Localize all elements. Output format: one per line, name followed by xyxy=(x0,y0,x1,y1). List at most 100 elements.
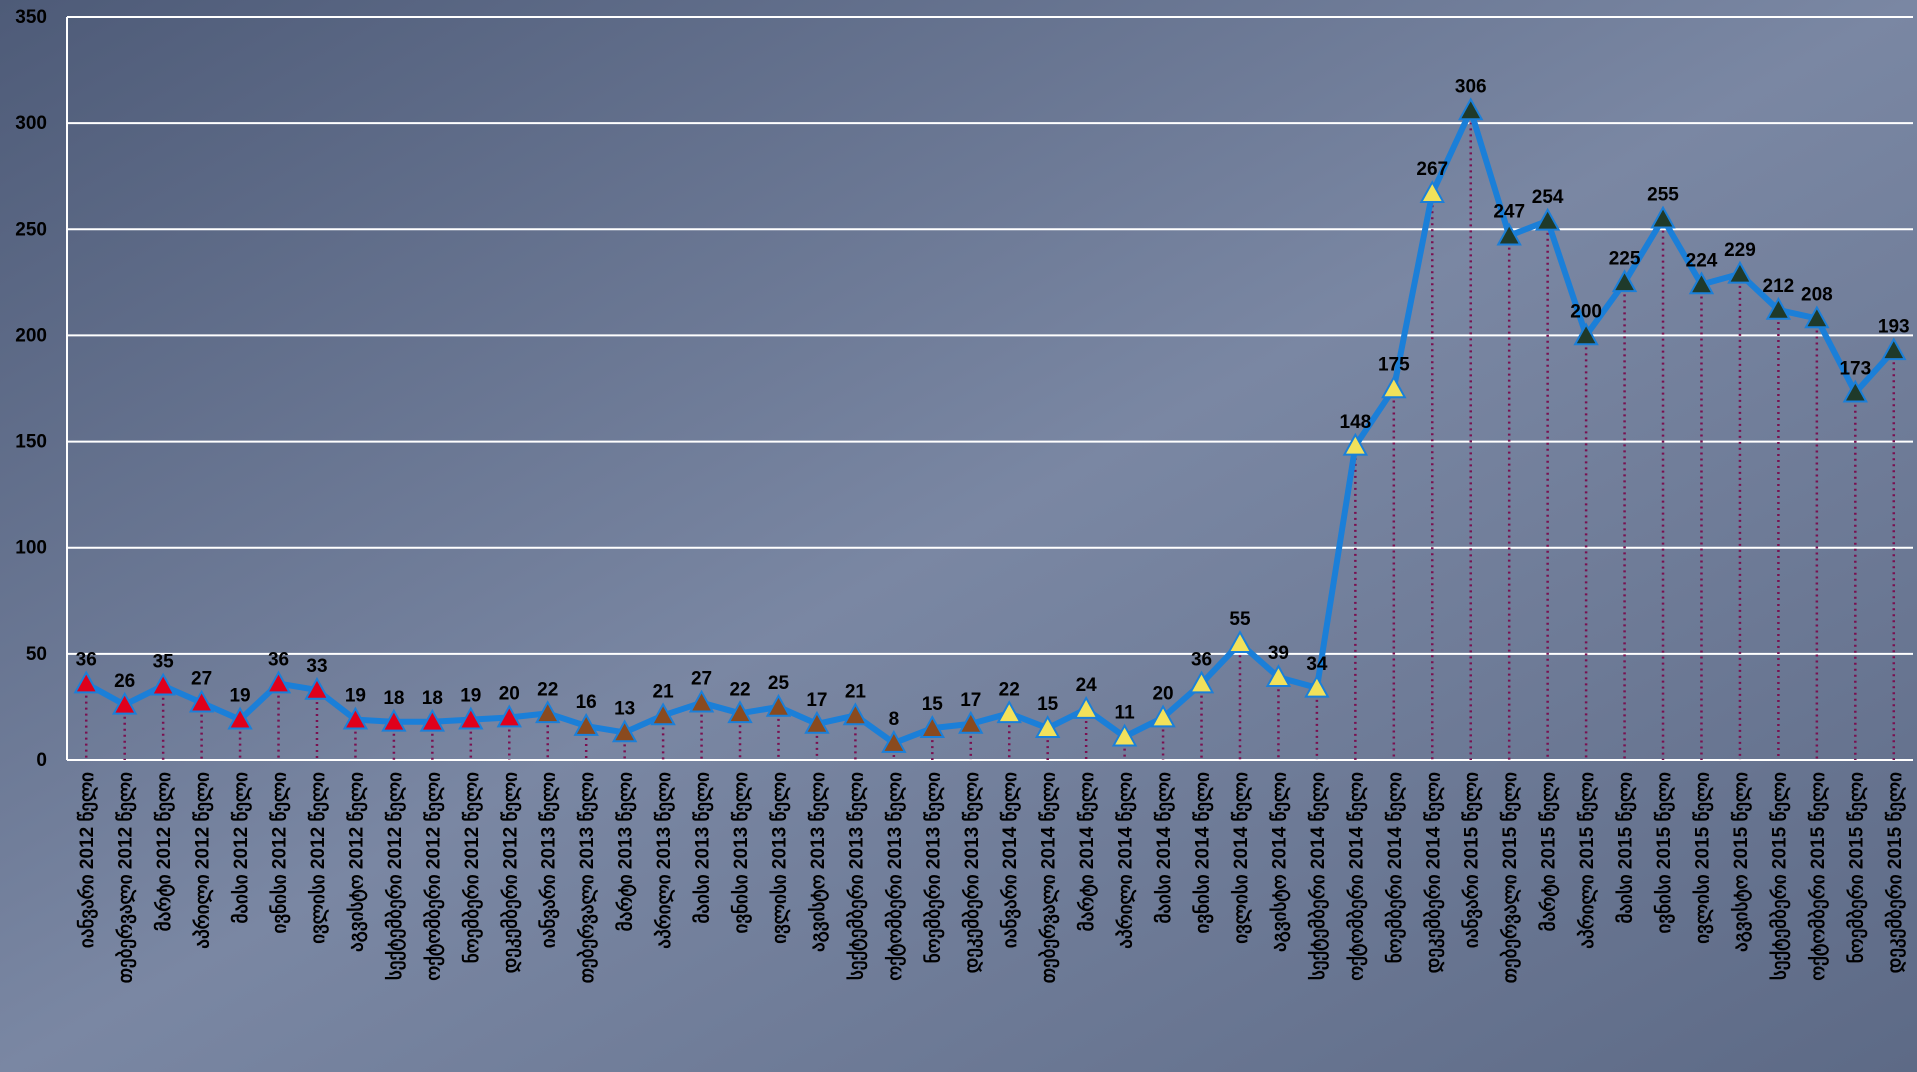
x-tick-label: ოქტომბერი 2013 წელი xyxy=(884,772,906,981)
data-label: 8 xyxy=(889,709,900,730)
marker xyxy=(381,708,407,732)
x-tick-label: აპრილი 2013 წელი xyxy=(653,772,675,949)
marker xyxy=(919,715,946,738)
x-tick-label: ნოემბერი 2014 წელი xyxy=(1384,772,1406,963)
data-label: 200 xyxy=(1570,301,1602,322)
data-label: 20 xyxy=(1152,684,1173,705)
data-label: 26 xyxy=(114,671,135,692)
y-tick-label: 200 xyxy=(15,325,47,346)
data-label: 208 xyxy=(1801,284,1833,305)
data-label: 11 xyxy=(1115,703,1136,724)
data-label: 17 xyxy=(960,690,981,711)
marker xyxy=(188,689,215,713)
x-tick-label: მაისი 2015 წელი xyxy=(1615,772,1637,924)
marker xyxy=(1111,723,1138,747)
data-label: 25 xyxy=(768,673,790,694)
x-tick-label: ოქტომბერი 2014 წელი xyxy=(1345,772,1367,981)
x-tick-label: ოქტომბერი 2015 წელი xyxy=(1807,772,1829,981)
x-tick-label: იანვარი 2015 წელი xyxy=(1461,772,1483,948)
marker xyxy=(727,700,753,724)
data-label: 18 xyxy=(383,688,404,709)
x-tick-label: მაისი 2013 წელი xyxy=(692,772,714,924)
data-label: 27 xyxy=(191,669,212,690)
x-tick-label: დეკემბერი 2013 წელი xyxy=(961,772,983,973)
marker xyxy=(611,719,638,743)
x-tick-label: თებერვალი 2015 წელი xyxy=(1499,772,1521,983)
x-tick-label: ივლისი 2013 წელი xyxy=(768,772,790,944)
marker xyxy=(265,670,292,694)
marker xyxy=(1227,630,1253,654)
marker xyxy=(1842,379,1869,403)
marker xyxy=(227,706,253,730)
marker xyxy=(1804,305,1830,329)
x-tick-label: ნოემბერი 2013 წელი xyxy=(922,772,944,963)
data-label: 24 xyxy=(1076,675,1098,696)
x-tick-label: მარტი 2012 წელი xyxy=(153,772,175,931)
x-tick-label: იანვარი 2013 წელი xyxy=(538,772,560,948)
marker xyxy=(1188,670,1215,694)
marker xyxy=(1150,704,1176,728)
x-tick-label: ნოემბერი 2012 წელი xyxy=(461,772,483,963)
data-label: 20 xyxy=(499,684,520,705)
marker xyxy=(650,702,676,726)
marker xyxy=(111,691,138,715)
marker xyxy=(804,710,830,734)
data-label: 21 xyxy=(653,681,675,702)
data-label: 22 xyxy=(999,679,1020,700)
data-label: 27 xyxy=(691,669,712,690)
data-label: 306 xyxy=(1455,76,1487,97)
x-tick-label: იანვარი 2012 წელი xyxy=(76,772,98,948)
data-label: 225 xyxy=(1609,248,1641,269)
data-label: 35 xyxy=(153,652,175,673)
x-tick-label: დეკემბერი 2014 წელი xyxy=(1422,772,1444,973)
marker xyxy=(342,706,369,730)
data-label: 22 xyxy=(537,679,558,700)
x-tick-label: აპრილი 2012 წელი xyxy=(192,772,214,949)
x-tick-label: აპრილი 2015 წელი xyxy=(1576,772,1598,949)
marker xyxy=(1881,337,1907,361)
marker xyxy=(1611,269,1638,293)
data-label: 254 xyxy=(1532,187,1564,208)
x-tick-label: ივლისი 2015 წელი xyxy=(1691,772,1713,944)
marker xyxy=(765,693,792,717)
data-label: 212 xyxy=(1763,276,1795,297)
x-tick-label: ივნისი 2014 წელი xyxy=(1192,772,1214,934)
data-label: 18 xyxy=(422,688,443,709)
marker xyxy=(881,729,907,753)
data-label: 15 xyxy=(1037,694,1059,715)
marker xyxy=(1496,222,1522,246)
x-tick-label: ივნისი 2015 წელი xyxy=(1653,772,1675,934)
x-tick-label: აგვისტო 2013 წელი xyxy=(807,772,829,952)
x-tick-label: აგვისტო 2015 წელი xyxy=(1730,772,1752,952)
x-tick-label: ივლისი 2012 წელი xyxy=(307,772,329,944)
data-label: 193 xyxy=(1878,316,1910,337)
data-label: 175 xyxy=(1378,355,1410,376)
marker xyxy=(1573,322,1599,346)
x-tick-label: აპრილი 2014 წელი xyxy=(1115,772,1137,949)
marker xyxy=(1342,432,1369,456)
data-label: 229 xyxy=(1724,240,1756,261)
marker xyxy=(535,700,561,724)
marker xyxy=(1650,205,1676,229)
marker xyxy=(1688,271,1715,295)
x-tick-label: აგვისტო 2012 წელი xyxy=(345,772,367,952)
y-tick-label: 0 xyxy=(36,750,47,771)
marker xyxy=(1727,260,1753,284)
x-tick-label: აგვისტო 2014 წელი xyxy=(1268,772,1290,952)
x-tick-label: თებერვალი 2012 წელი xyxy=(115,772,137,983)
marker xyxy=(688,689,715,713)
x-tick-label: მაისი 2012 წელი xyxy=(230,772,252,924)
x-tick-label: თებერვალი 2014 წელი xyxy=(1038,772,1060,983)
marker xyxy=(842,702,869,726)
x-tick-label: ივნისი 2013 წელი xyxy=(730,772,752,934)
data-label: 15 xyxy=(922,694,944,715)
x-tick-label: ნოემბერი 2015 წელი xyxy=(1845,772,1867,963)
marker xyxy=(73,670,99,694)
x-tick-label: სექტემბერი 2013 წელი xyxy=(845,772,867,980)
marker xyxy=(1304,674,1330,698)
y-tick-label: 250 xyxy=(15,219,47,240)
data-label: 13 xyxy=(614,698,635,719)
